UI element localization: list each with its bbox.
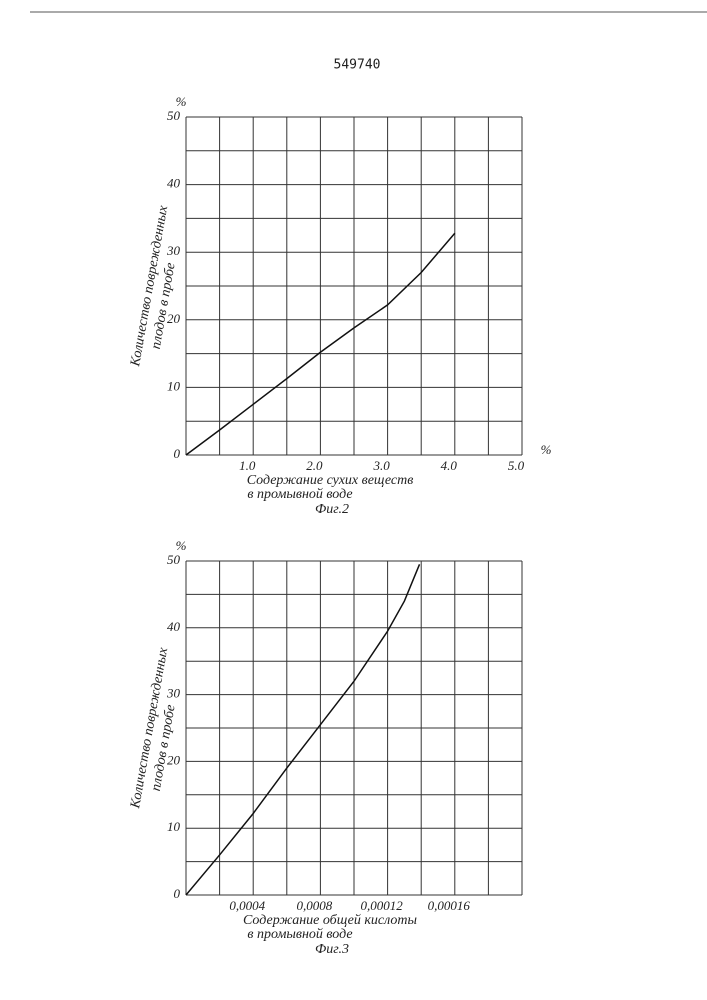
- y-unit: %: [176, 538, 187, 553]
- x-unit: %: [541, 442, 552, 457]
- y-tick-label: 30: [166, 686, 181, 701]
- x-tick-label: 5.0: [508, 458, 525, 473]
- x-tick-label: 2.0: [306, 458, 323, 473]
- y-tick-label: 40: [167, 176, 181, 191]
- y-tick-label: 10: [167, 819, 181, 834]
- page-number: 549740: [334, 58, 381, 73]
- x-tick-label: 1.0: [239, 458, 256, 473]
- x-tick-label: 3.0: [372, 458, 390, 473]
- page: 549740 1.02.03.04.05.001020304050%%Содер…: [0, 0, 707, 1000]
- x-tick-label: 0,00012: [360, 898, 403, 913]
- x-axis-label: в промывной воде: [247, 487, 352, 502]
- y-tick-label: 40: [167, 619, 181, 634]
- x-axis-label: Содержание сухих веществ: [247, 473, 414, 488]
- x-axis-label: Содержание общей кислоты: [243, 913, 417, 928]
- y-unit: %: [176, 94, 187, 109]
- figure-caption: Фиг.3: [315, 942, 349, 957]
- y-tick-label: 50: [167, 552, 181, 567]
- y-tick-label: 0: [174, 446, 181, 461]
- y-tick-label: 50: [167, 108, 181, 123]
- x-axis-label: в промывной воде: [247, 927, 352, 942]
- x-tick-label: 0,0008: [297, 898, 333, 913]
- y-tick-label: 10: [167, 378, 181, 393]
- y-tick-label: 30: [166, 243, 181, 258]
- x-tick-label: 0,00016: [428, 898, 471, 913]
- x-tick-label: 4.0: [441, 458, 458, 473]
- figure-caption: Фиг.2: [315, 502, 349, 517]
- x-tick-label: 0,0004: [229, 898, 265, 913]
- y-tick-label: 0: [174, 886, 181, 901]
